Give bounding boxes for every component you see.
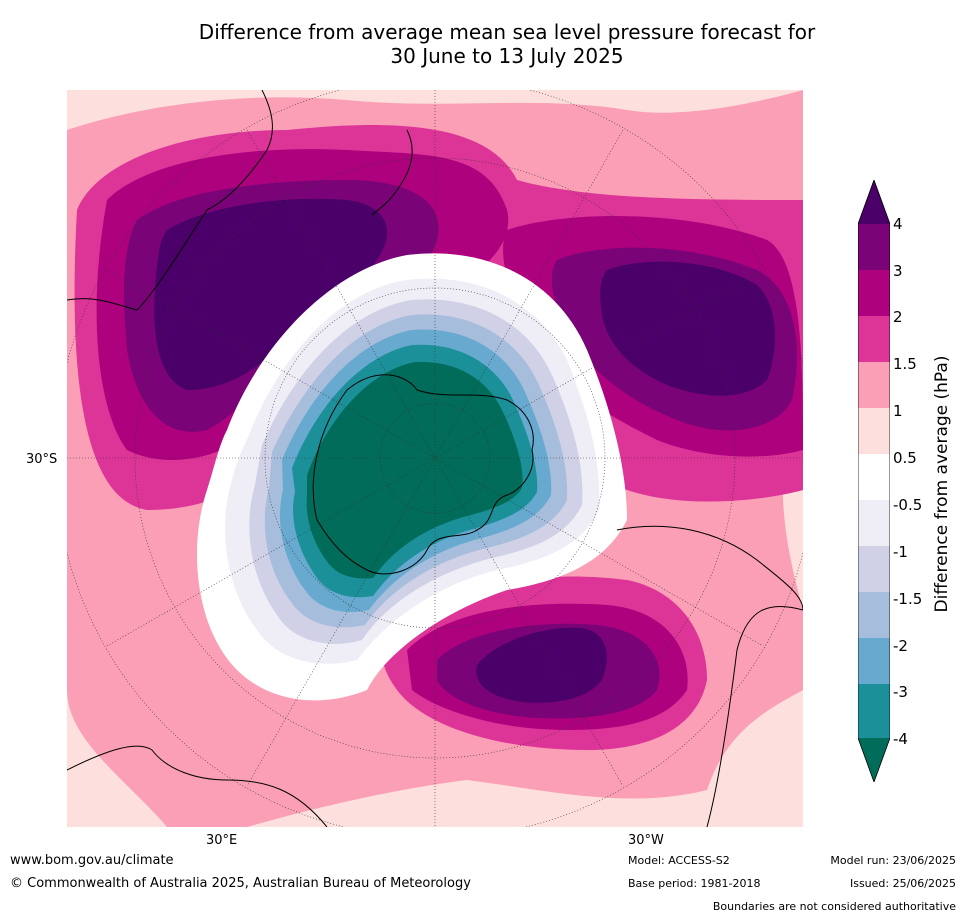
map-canvas: [67, 90, 803, 827]
core-above-4-south: [476, 627, 607, 703]
colorbar-3-4: [858, 224, 890, 270]
colorbar-neg-1.5-2: [858, 592, 890, 638]
legend-tick-1.5: 1.5: [893, 355, 917, 373]
footer-model: Model: ACCESS-S2: [628, 854, 730, 867]
legend-tick-neg-4: -4: [893, 730, 908, 748]
lon-label-30w: 30°W: [628, 833, 664, 848]
colorbar-1-1.5: [858, 362, 890, 408]
core-below-minus-4: [306, 361, 523, 579]
colorbar-1.5-2: [858, 316, 890, 362]
colorbar-neg-0.5-1: [858, 500, 890, 546]
colorbar-bottom-arrow: [858, 738, 890, 782]
lat-label-30s: 30°S: [26, 452, 58, 467]
legend-tick-3: 3: [893, 262, 903, 280]
legend-tick-neg-1.5: -1.5: [893, 590, 923, 608]
legend-tick-neg-0.5: -0.5: [893, 496, 923, 514]
anomaly-map: [67, 90, 803, 827]
colorbar-0.5-1: [858, 408, 890, 454]
footer-website: www.bom.gov.au/climate: [10, 853, 174, 868]
legend-tick-neg-3: -3: [893, 683, 908, 701]
footer-disclaimer: Boundaries are not considered authoritat…: [712, 900, 956, 913]
lon-label-30e: 30°E: [206, 833, 238, 848]
legend-tick-1: 1: [893, 402, 903, 420]
title-line-1: Difference from average mean sea level p…: [198, 20, 816, 44]
australia-coastline: [67, 90, 273, 311]
legend-tick-neg-2: -2: [893, 637, 908, 655]
south-america-east-coastline: [706, 605, 803, 827]
colorbar-2-3: [858, 270, 890, 316]
legend-tick-2: 2: [893, 308, 903, 326]
core-above-4-east: [600, 261, 776, 396]
title-line-2: 30 June to 13 July 2025: [390, 44, 624, 68]
south-america-coastline: [616, 525, 803, 611]
legend-tick-0.5: 0.5: [893, 449, 917, 467]
core-above-4-west: [154, 198, 387, 390]
colorbar-neg-1-1.5: [858, 546, 890, 592]
chart-title: Difference from average mean sea level p…: [0, 20, 965, 68]
new-zealand-coastline: [371, 129, 413, 216]
legend-tick-4: 4: [893, 215, 903, 233]
footer-model-run: Model run: 23/06/2025: [830, 854, 956, 867]
legend-colorbar: [858, 180, 890, 782]
colorbar-top-arrow: [858, 180, 890, 224]
footer-copyright: © Commonwealth of Australia 2025, Austra…: [10, 876, 471, 891]
graticule: [67, 90, 803, 827]
africa-coastline: [67, 745, 328, 827]
footer-issued: Issued: 25/06/2025: [849, 877, 956, 890]
colorbar-neg-2-3: [858, 638, 890, 684]
antarctica-coastline: [312, 374, 534, 575]
colorbar-neutral: [858, 454, 890, 500]
colorbar-neg-3-4: [858, 684, 890, 738]
legend-tick-neg-1: -1: [893, 543, 908, 561]
legend-title: Difference from average (hPa): [932, 355, 952, 613]
footer-base-period: Base period: 1981-2018: [628, 877, 761, 890]
